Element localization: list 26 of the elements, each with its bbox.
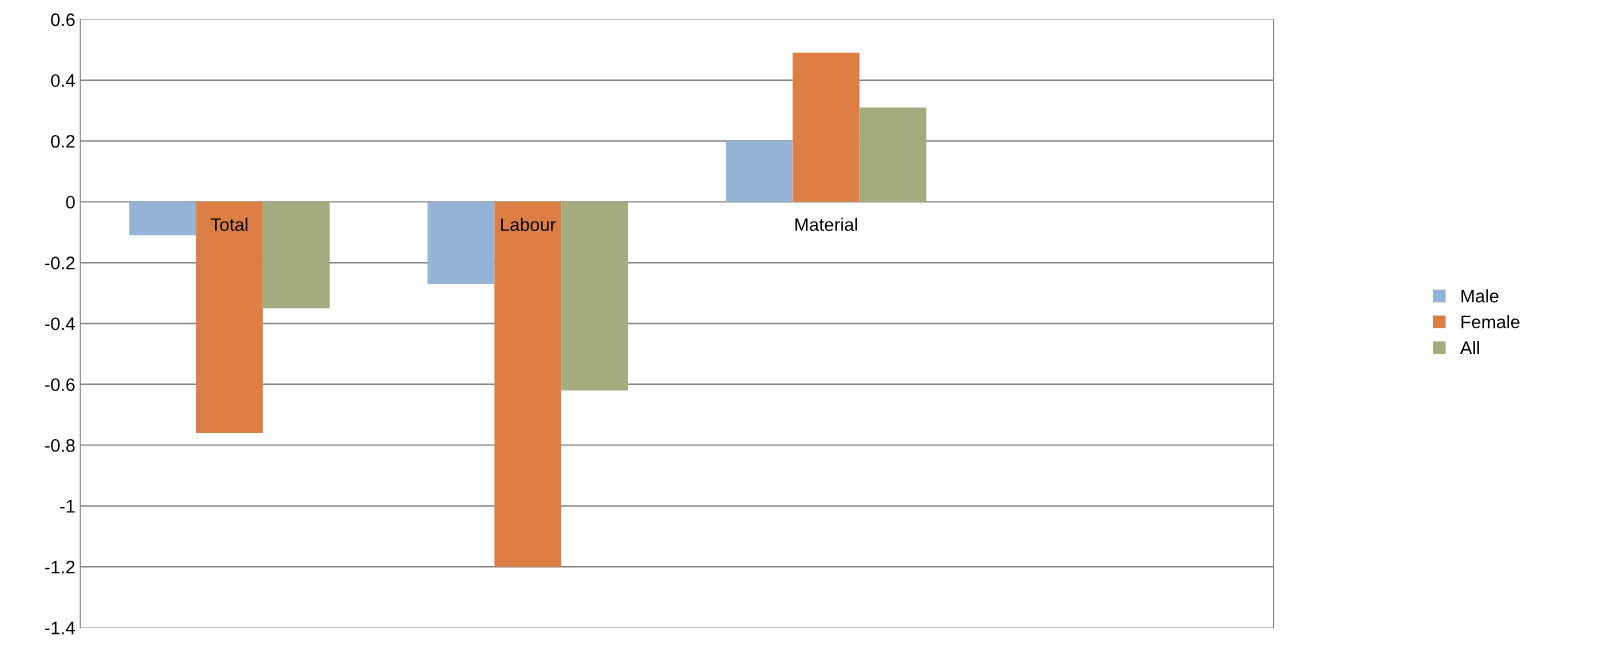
bar bbox=[427, 201, 495, 284]
legend-label: Female bbox=[1461, 315, 1520, 329]
bar bbox=[561, 201, 629, 391]
x-tick-label: Labour bbox=[501, 217, 556, 232]
y-tick-label: -0.6 bbox=[45, 378, 75, 392]
y-tick-label: 0 bbox=[66, 195, 75, 209]
y-tick-label: -0.4 bbox=[45, 317, 75, 331]
bar bbox=[725, 141, 793, 202]
y-tick-label: 0.6 bbox=[51, 13, 75, 27]
y-tick-label: 0.2 bbox=[51, 134, 75, 148]
y-tick-label: -1.4 bbox=[45, 621, 75, 635]
legend-label: Male bbox=[1461, 289, 1499, 303]
y-tick-label: 0.4 bbox=[51, 74, 75, 87]
y-tick-label: -1 bbox=[60, 500, 75, 513]
bar bbox=[494, 201, 562, 567]
bar bbox=[792, 52, 860, 202]
y-tick-label: -1.2 bbox=[45, 560, 75, 574]
y-tick-label: -0.8 bbox=[45, 439, 75, 452]
bar bbox=[129, 201, 197, 236]
bar bbox=[196, 201, 263, 433]
x-tick-label: Total bbox=[210, 217, 248, 232]
legend-label: All bbox=[1460, 340, 1479, 355]
x-tick-label: Material bbox=[795, 217, 857, 232]
bar bbox=[262, 201, 330, 309]
bar bbox=[859, 107, 927, 202]
y-tick-label: -0.2 bbox=[45, 256, 75, 270]
